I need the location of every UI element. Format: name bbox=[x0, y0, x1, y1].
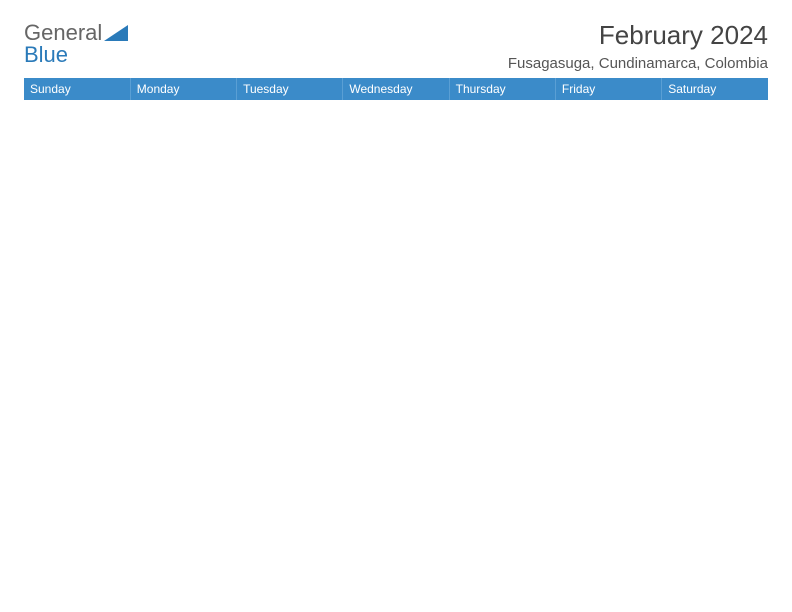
logo-triangle-icon bbox=[104, 25, 128, 41]
location-text: Fusagasuga, Cundinamarca, Colombia bbox=[508, 55, 768, 72]
weekday-header: Friday bbox=[555, 78, 661, 100]
weekday-header: Thursday bbox=[449, 78, 555, 100]
weekday-header: Tuesday bbox=[237, 78, 343, 100]
weekday-header: Sunday bbox=[24, 78, 130, 100]
month-title: February 2024 bbox=[508, 20, 768, 51]
weekday-header: Saturday bbox=[662, 78, 768, 100]
calendar-table: Sunday Monday Tuesday Wednesday Thursday… bbox=[24, 78, 768, 100]
header: General February 2024 Fusagasuga, Cundin… bbox=[24, 20, 768, 72]
title-block: February 2024 Fusagasuga, Cundinamarca, … bbox=[508, 20, 768, 72]
weekday-header: Monday bbox=[130, 78, 236, 100]
logo-text-blue: Blue bbox=[24, 42, 68, 68]
weekday-header: Wednesday bbox=[343, 78, 449, 100]
weekday-header-row: Sunday Monday Tuesday Wednesday Thursday… bbox=[24, 78, 768, 100]
